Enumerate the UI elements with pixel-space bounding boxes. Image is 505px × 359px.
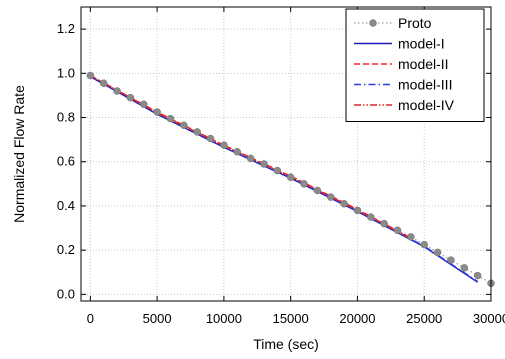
proto-data-point: [326, 193, 335, 201]
legend-label: model-III: [398, 77, 452, 93]
proto-data-point: [220, 141, 228, 149]
y-tick-label: 0.4: [57, 198, 75, 213]
proto-data-point: [300, 180, 308, 188]
x-tick-label: 10000: [206, 311, 242, 326]
proto-data-point: [353, 206, 362, 215]
proto-data-point: [233, 148, 242, 156]
proto-data-point: [380, 219, 388, 228]
proto-data-point: [393, 226, 402, 235]
proto-data-point: [126, 93, 135, 102]
legend-label: model-I: [398, 36, 445, 52]
legend-label: Proto: [398, 15, 432, 31]
x-axis-title: Time (sec): [253, 336, 319, 352]
y-tick-label: 0.6: [57, 154, 75, 169]
proto-data-point: [433, 248, 442, 257]
legend-label: model-IV: [398, 97, 455, 113]
series-line-model-iv: [89, 74, 412, 240]
proto-data-point: [473, 271, 482, 280]
proto-data-point: [246, 154, 255, 163]
proto-data-point: [206, 134, 215, 143]
proto-data-point: [286, 173, 295, 181]
x-tick-label: 20000: [339, 311, 375, 326]
legend: Proto model-I model-II model-III model-IV: [345, 8, 485, 122]
proto-data-point: [260, 160, 268, 168]
y-tick-label: 0.2: [57, 242, 75, 257]
legend-marker: [369, 19, 377, 27]
proto-data-point: [180, 121, 188, 130]
proto-data-point: [153, 108, 161, 116]
y-tick-label: 1.0: [57, 65, 75, 80]
proto-data-point: [99, 79, 108, 88]
y-tick-label: 0.0: [57, 286, 75, 301]
proto-data-point: [193, 128, 201, 136]
proto-data-point: [447, 256, 455, 264]
y-axis-title: Normalized Flow Rate: [11, 85, 27, 223]
x-tick-label: 15000: [273, 311, 309, 326]
proto-data-point: [113, 87, 121, 95]
proto-data-point: [420, 240, 428, 249]
legend-box: [345, 8, 485, 122]
proto-markers: [86, 71, 495, 288]
proto-data-point: [407, 233, 415, 241]
x-tick-label: 25000: [406, 311, 442, 326]
proto-data-point: [313, 186, 322, 195]
proto-data-point: [166, 114, 175, 123]
proto-data-point: [367, 213, 375, 221]
x-tick-label: 5000: [143, 311, 172, 326]
proto-data-point: [340, 199, 348, 208]
proto-data-point: [273, 166, 282, 175]
y-tick-label: 1.2: [57, 21, 75, 36]
plot-frame: [80, 6, 492, 302]
y-tick-label: 0.8: [57, 110, 75, 125]
proto-data-point: [460, 264, 469, 272]
proto-data-point: [86, 71, 95, 80]
legend-label: model-II: [398, 56, 449, 72]
x-tick-label: 0: [87, 311, 94, 326]
proto-data-point: [140, 100, 148, 109]
